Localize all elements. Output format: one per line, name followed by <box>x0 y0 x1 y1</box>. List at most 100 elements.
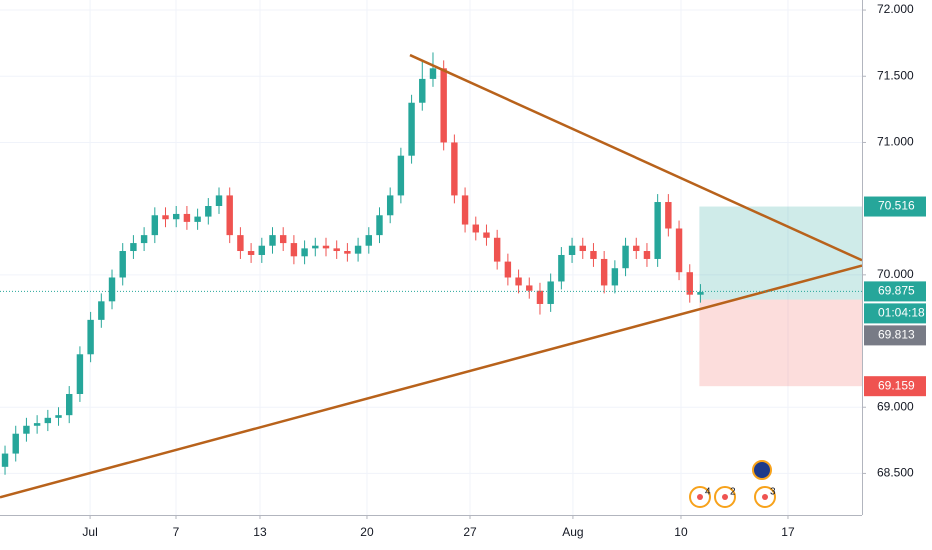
event-count: 2 <box>730 487 736 498</box>
y-tick-label: 72.000 <box>877 2 914 16</box>
x-tick-label: 17 <box>781 525 795 539</box>
candle-body <box>87 319 94 355</box>
y-tick-label: 70.000 <box>877 267 914 281</box>
loss-zone <box>699 299 862 387</box>
candle-body <box>301 248 308 257</box>
candle-body <box>33 423 41 426</box>
price-label-box <box>864 325 926 346</box>
event-count: 4 <box>705 487 711 498</box>
y-tick-label: 69.000 <box>877 399 914 413</box>
candle-body <box>697 292 704 295</box>
candle-body <box>440 68 447 143</box>
candle-body <box>590 251 597 259</box>
candle-body <box>633 245 640 252</box>
candle-body <box>472 224 479 233</box>
candle-body <box>226 195 233 236</box>
candle-body <box>483 232 490 238</box>
candle-body <box>130 243 137 252</box>
event-dot <box>762 494 768 500</box>
price-label: 01:04:18 <box>878 306 925 320</box>
trend-line <box>0 264 862 499</box>
candle-body <box>429 68 437 79</box>
plot-area: 4 2 3 <box>0 52 862 508</box>
candle-body <box>290 243 298 257</box>
x-tick-label: 7 <box>173 525 180 539</box>
event-dot <box>697 494 703 500</box>
price-label: 69.813 <box>878 328 915 342</box>
grid <box>0 0 862 515</box>
candle-body <box>205 206 212 217</box>
candle-body <box>665 202 672 229</box>
candle-body <box>408 102 415 156</box>
candle-body <box>172 213 180 220</box>
x-tick-label: Jul <box>82 525 97 539</box>
candle-body <box>98 301 105 320</box>
candle-body <box>451 142 458 196</box>
candle-body <box>365 235 372 246</box>
candle-body <box>547 281 554 304</box>
event-dot <box>722 494 728 500</box>
price-label-box <box>864 196 926 217</box>
candle-body <box>23 425 30 434</box>
candle-body <box>376 215 383 236</box>
trend-line <box>409 53 862 262</box>
event-flag <box>752 460 772 480</box>
candle-body <box>279 235 287 244</box>
candle-body <box>258 245 266 255</box>
candle-body <box>600 258 608 286</box>
candle-body <box>162 215 169 220</box>
y-tick-label: 71.000 <box>877 135 914 149</box>
candle-body <box>237 235 244 252</box>
price-label: 69.159 <box>878 378 915 392</box>
candle-body <box>194 216 201 222</box>
candle-body <box>611 268 619 286</box>
y-tick-label: 71.500 <box>877 68 914 82</box>
candle-body <box>76 354 84 394</box>
candle-body <box>354 245 362 254</box>
candle-body <box>579 245 586 252</box>
candle-body <box>322 245 330 249</box>
candle-body <box>312 245 319 249</box>
x-tick-label: Aug <box>562 525 583 539</box>
candle-body <box>536 290 544 304</box>
price-label: 70.516 <box>878 199 915 213</box>
candle-body <box>269 235 276 246</box>
candle-body <box>654 202 661 259</box>
candle-body <box>66 393 73 416</box>
candle-body <box>333 248 340 252</box>
candle-body <box>386 195 394 216</box>
candle-body <box>622 245 629 269</box>
candle-body <box>493 237 501 262</box>
event-count: 3 <box>770 487 776 498</box>
candle-body <box>515 277 522 286</box>
x-tick-label: 10 <box>674 525 688 539</box>
candle-body <box>419 78 426 103</box>
candle-body <box>12 433 19 454</box>
price-label: 69.875 <box>878 284 915 298</box>
candle-body <box>151 215 159 236</box>
candle-body <box>675 228 683 273</box>
x-tick-label: 27 <box>463 525 477 539</box>
profit-zone <box>699 206 862 300</box>
candle-body <box>119 251 126 278</box>
candle-body <box>643 251 651 259</box>
candle-body <box>183 213 191 222</box>
candle-body <box>140 235 148 244</box>
candle-body <box>344 251 351 254</box>
candle-body <box>558 254 565 282</box>
candle-body <box>247 251 255 255</box>
candle-body <box>504 261 512 278</box>
candle-body <box>44 417 52 424</box>
x-tick-label: 13 <box>253 525 267 539</box>
y-tick-label: 68.500 <box>877 466 914 480</box>
candle-body <box>568 245 576 255</box>
price-label-box <box>864 303 926 324</box>
candle-body <box>686 272 693 295</box>
candle-body <box>526 285 533 291</box>
axes: 68.500 69.000 70.000 71.000 71.500 72.000 Jul 7… <box>82 2 926 539</box>
candle-body <box>215 195 223 206</box>
candle-body <box>55 415 62 418</box>
price-label-box <box>864 281 926 302</box>
candle-body <box>1 453 9 467</box>
